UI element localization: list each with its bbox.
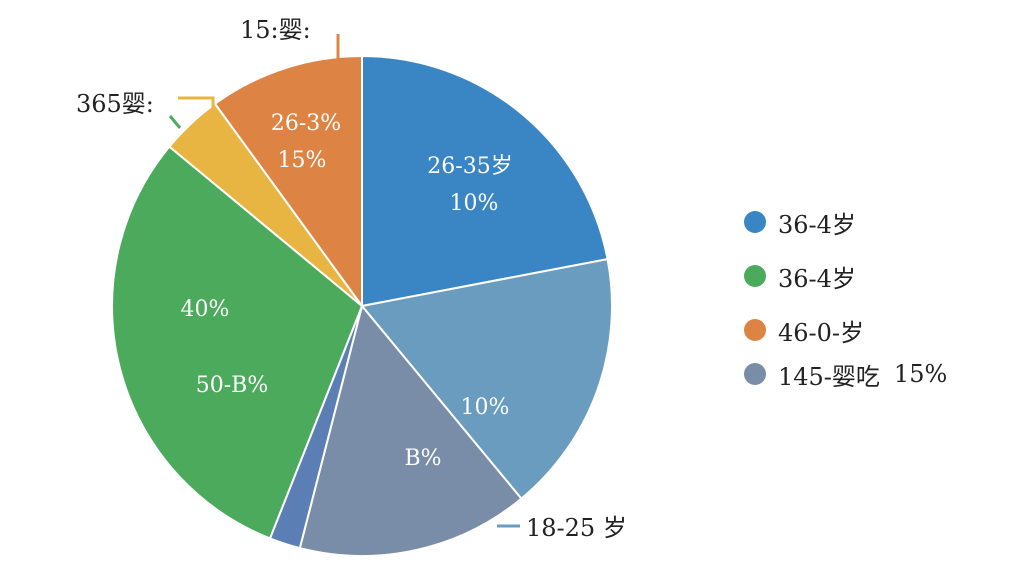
- slice-label-orange-0: 26-3%: [271, 111, 341, 136]
- callout-text-bottom: 18-25 岁: [526, 514, 627, 542]
- callout-line-left: [178, 96, 215, 110]
- legend-item-orange: 46-0-岁: [744, 316, 947, 347]
- legend-swatch-green: [744, 265, 766, 287]
- legend-label-slate: 145-婴吃: [778, 362, 880, 391]
- slice-label-slate-0: B%: [404, 446, 441, 471]
- legend-item-green: 36-4岁: [744, 262, 947, 293]
- legend-value-slate: 15%: [893, 360, 948, 388]
- callout-line-left-secondary: [168, 115, 182, 129]
- slice-label-blue-0: 26-35岁: [427, 154, 512, 179]
- slice-label-orange-1: 15%: [278, 148, 327, 173]
- pie-slice-steel: [360, 257, 613, 501]
- pie-slice-green: [111, 145, 364, 540]
- pie-slice-blue: [361, 54, 609, 308]
- slice-label-green-0: 40%: [181, 297, 230, 322]
- legend-item-blue: 36-4岁: [744, 208, 947, 239]
- legend-label-orange: 46-0-岁: [778, 318, 865, 347]
- slice-label-steel-0: 10%: [461, 395, 510, 420]
- pie-slice-labels: 26-35岁 10% 10% B% 40% 50-B% 26-3% 15%: [181, 111, 513, 471]
- legend: 36-4岁 36-4岁 46-0-岁 145-婴吃 15%: [744, 208, 947, 414]
- callout-text-top: 15:婴:: [240, 16, 311, 44]
- pie-slice-orange: [213, 54, 363, 310]
- legend-swatch-blue: [744, 211, 766, 233]
- legend-label-green: 36-4岁: [778, 264, 856, 293]
- pie-slices: [111, 54, 613, 557]
- legend-item-slate: 145-婴吃 15%: [744, 360, 948, 391]
- legend-label-blue: 36-4岁: [778, 210, 856, 239]
- slice-label-blue-1: 10%: [450, 191, 499, 216]
- callouts: 15:婴: 365婴: 18-25 岁: [76, 16, 627, 542]
- slice-label-green-1: 50-B%: [196, 373, 269, 398]
- callout-text-left: 365婴:: [76, 90, 154, 118]
- legend-swatch-orange: [744, 319, 766, 341]
- legend-swatch-slate: [744, 363, 766, 385]
- pie-slice-slate: [298, 303, 523, 557]
